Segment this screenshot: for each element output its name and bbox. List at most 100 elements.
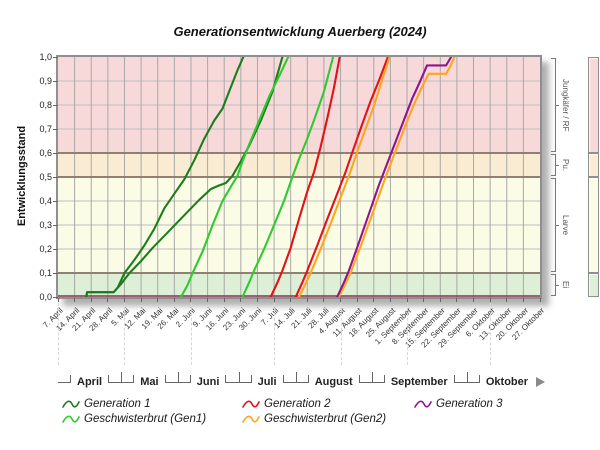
- month-bar-endcap: [58, 375, 71, 383]
- y-tick-label: 0,0: [39, 291, 52, 302]
- x-tick-mark: [522, 298, 524, 302]
- stage-strip-segment: [588, 177, 599, 273]
- x-tick-mark: [456, 298, 458, 302]
- legend-label: Geschwisterbrut (Gen1): [84, 413, 207, 425]
- stage-strip-segment: [588, 57, 599, 153]
- x-tick-mark: [306, 298, 308, 302]
- month-navigation-bar: April Mai Juni Juli August September Oktober: [58, 372, 552, 392]
- x-tick-mark: [273, 298, 275, 302]
- stage-strip-segment: [588, 153, 599, 177]
- month-brace-stem: [371, 372, 373, 382]
- series-line: [337, 55, 456, 299]
- month-label: August: [314, 376, 353, 388]
- y-tick-label: 0,6: [39, 147, 52, 158]
- month-brace-stem: [238, 372, 240, 382]
- month-separator-line: [407, 303, 409, 365]
- y-tick-label: 0,9: [39, 75, 52, 86]
- x-tick-mark: [140, 298, 142, 302]
- x-tick-mark: [439, 298, 441, 302]
- x-tick-mark: [57, 298, 59, 302]
- month-brace-stem: [177, 372, 179, 382]
- stage-label: Jungkäfer / RF: [561, 78, 570, 132]
- stage-brace: [551, 274, 559, 296]
- month-label: Juni: [196, 376, 220, 388]
- x-tick-mark: [406, 298, 408, 302]
- month-label: Juli: [257, 376, 277, 388]
- y-tick-mark: [53, 201, 58, 202]
- stage-brace-nub: [555, 105, 559, 106]
- x-tick-mark: [123, 298, 125, 302]
- x-tick-mark: [173, 298, 175, 302]
- series-line: [269, 55, 341, 299]
- legend-label: Generation 1: [84, 398, 151, 410]
- squiggle-line-icon: [62, 415, 80, 423]
- month-brace: [358, 372, 385, 383]
- y-tick-label: 0,4: [39, 195, 52, 206]
- legend-item: Geschwisterbrut (Gen1): [62, 413, 242, 425]
- month-brace: [108, 372, 135, 383]
- month-next-button[interactable]: [536, 374, 552, 390]
- stage-brace: [551, 178, 559, 272]
- x-tick-mark: [340, 298, 342, 302]
- x-tick-mark: [323, 298, 325, 302]
- y-tick-mark: [53, 273, 58, 274]
- next-arrow-icon: [536, 377, 546, 387]
- y-tick-label: 0,3: [39, 219, 52, 230]
- month-label: Oktober: [485, 376, 529, 388]
- legend-label: Geschwisterbrut (Gen2): [264, 413, 387, 425]
- legend-item: Generation 3: [414, 398, 562, 410]
- month-separator-line: [340, 303, 342, 365]
- month-brace: [164, 372, 191, 383]
- stage-brace: [551, 58, 559, 152]
- series-line: [241, 55, 335, 299]
- month-separator-line: [490, 303, 492, 365]
- month-brace-stem: [466, 372, 468, 382]
- series-line: [297, 55, 391, 299]
- month-label: April: [77, 376, 103, 388]
- series-line: [336, 55, 453, 299]
- month-brace: [225, 372, 252, 383]
- x-tick-mark: [240, 298, 242, 302]
- stage-label: Pu.: [561, 158, 570, 171]
- series-line: [294, 55, 389, 299]
- x-tick-mark: [223, 298, 225, 302]
- squiggle-line-icon: [242, 400, 260, 408]
- legend-item: Geschwisterbrut (Gen2): [242, 413, 414, 425]
- x-tick-mark: [506, 298, 508, 302]
- month-separator-line: [274, 303, 276, 365]
- legend-item: Generation 2: [242, 398, 414, 410]
- plot-area: [56, 55, 542, 299]
- y-tick-mark: [53, 57, 58, 58]
- month-separator-line: [58, 303, 59, 365]
- y-tick-mark: [53, 225, 58, 226]
- stage-brace-nub: [555, 285, 559, 286]
- y-tick-mark: [53, 177, 58, 178]
- legend-label: Generation 2: [264, 398, 331, 410]
- stage-band: [58, 273, 540, 297]
- y-tick-mark: [53, 81, 58, 82]
- x-tick-mark: [356, 298, 358, 302]
- x-tick-mark: [207, 298, 209, 302]
- legend: Generation 1 Generation 2 Generation 3 Gesc…: [62, 398, 562, 425]
- month-label: Mai: [140, 376, 159, 388]
- y-tick-label: 0,1: [39, 267, 52, 278]
- y-tick-mark: [53, 129, 58, 130]
- month-separator-line: [124, 303, 126, 365]
- squiggle-line-icon: [414, 400, 432, 408]
- y-tick-label: 1,0: [39, 51, 52, 62]
- plot-canvas: [58, 55, 540, 299]
- y-tick-label: 0,8: [39, 99, 52, 110]
- x-tick-mark: [74, 298, 76, 302]
- squiggle-line-icon: [62, 400, 80, 408]
- x-tick-mark: [373, 298, 375, 302]
- stage-label: Ei: [561, 281, 570, 289]
- stage-label: Larve: [561, 214, 570, 235]
- x-tick-mark: [256, 298, 258, 302]
- month-label: September: [390, 376, 448, 388]
- y-tick-mark: [53, 249, 58, 250]
- x-tick-mark: [389, 298, 391, 302]
- stage-brace-nub: [555, 225, 559, 226]
- series-line: [179, 55, 290, 299]
- y-tick-mark: [53, 297, 58, 298]
